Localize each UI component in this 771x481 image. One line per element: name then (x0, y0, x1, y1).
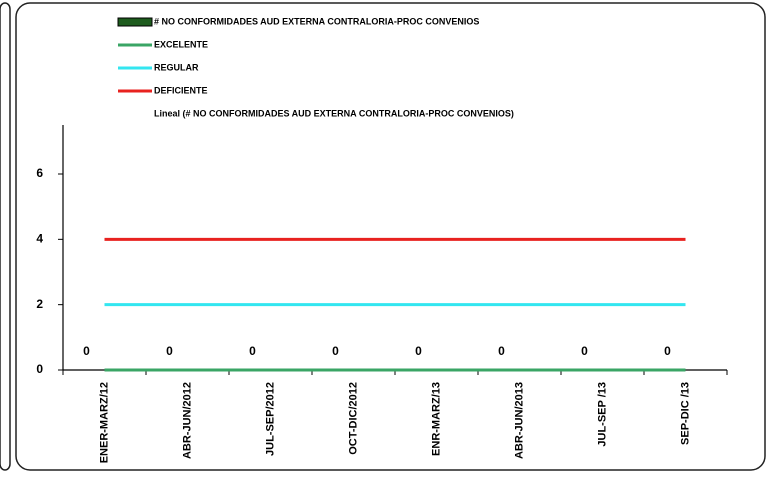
data-label: 0 (332, 344, 339, 358)
y-tick-label: 0 (36, 362, 43, 376)
y-tick-label: 6 (36, 166, 43, 180)
x-tick-label: ENR-MARZ/13 (430, 382, 442, 456)
neighbor-panel (0, 2, 11, 471)
y-tick-label: 2 (36, 297, 43, 311)
legend-swatch (117, 17, 153, 27)
x-tick-label: ABR-JUN/2013 (513, 382, 525, 459)
x-tick-label: JUL-SEP /13 (596, 382, 608, 447)
x-tick-label: JUL-SEP/2012 (264, 382, 276, 456)
legend-label: Lineal (# NO CONFORMIDADES AUD EXTERNA C… (154, 108, 514, 118)
data-label: 0 (415, 344, 422, 358)
legend-label: DEFICIENTE (154, 85, 208, 95)
chart-frame (15, 2, 766, 471)
x-tick-label: OCT-DIC/2012 (347, 382, 359, 455)
data-label: 0 (166, 344, 173, 358)
data-label: 0 (581, 344, 588, 358)
legend-label: # NO CONFORMIDADES AUD EXTERNA CONTRALOR… (154, 16, 479, 26)
plot: # NO CONFORMIDADES AUD EXTERNA CONTRALOR… (36, 16, 728, 463)
data-label: 0 (83, 344, 90, 358)
x-tick-label: ENER-MARZ/12 (98, 382, 110, 463)
data-label: 0 (664, 344, 671, 358)
legend-label: REGULAR (154, 62, 199, 72)
y-tick-label: 4 (36, 232, 43, 246)
x-tick-label: ABR-JUN/2012 (181, 382, 193, 459)
data-label: 0 (498, 344, 505, 358)
legend-label: EXCELENTE (154, 39, 208, 49)
data-label: 0 (249, 344, 256, 358)
x-tick-label: SEP-DIC /13 (679, 382, 691, 445)
